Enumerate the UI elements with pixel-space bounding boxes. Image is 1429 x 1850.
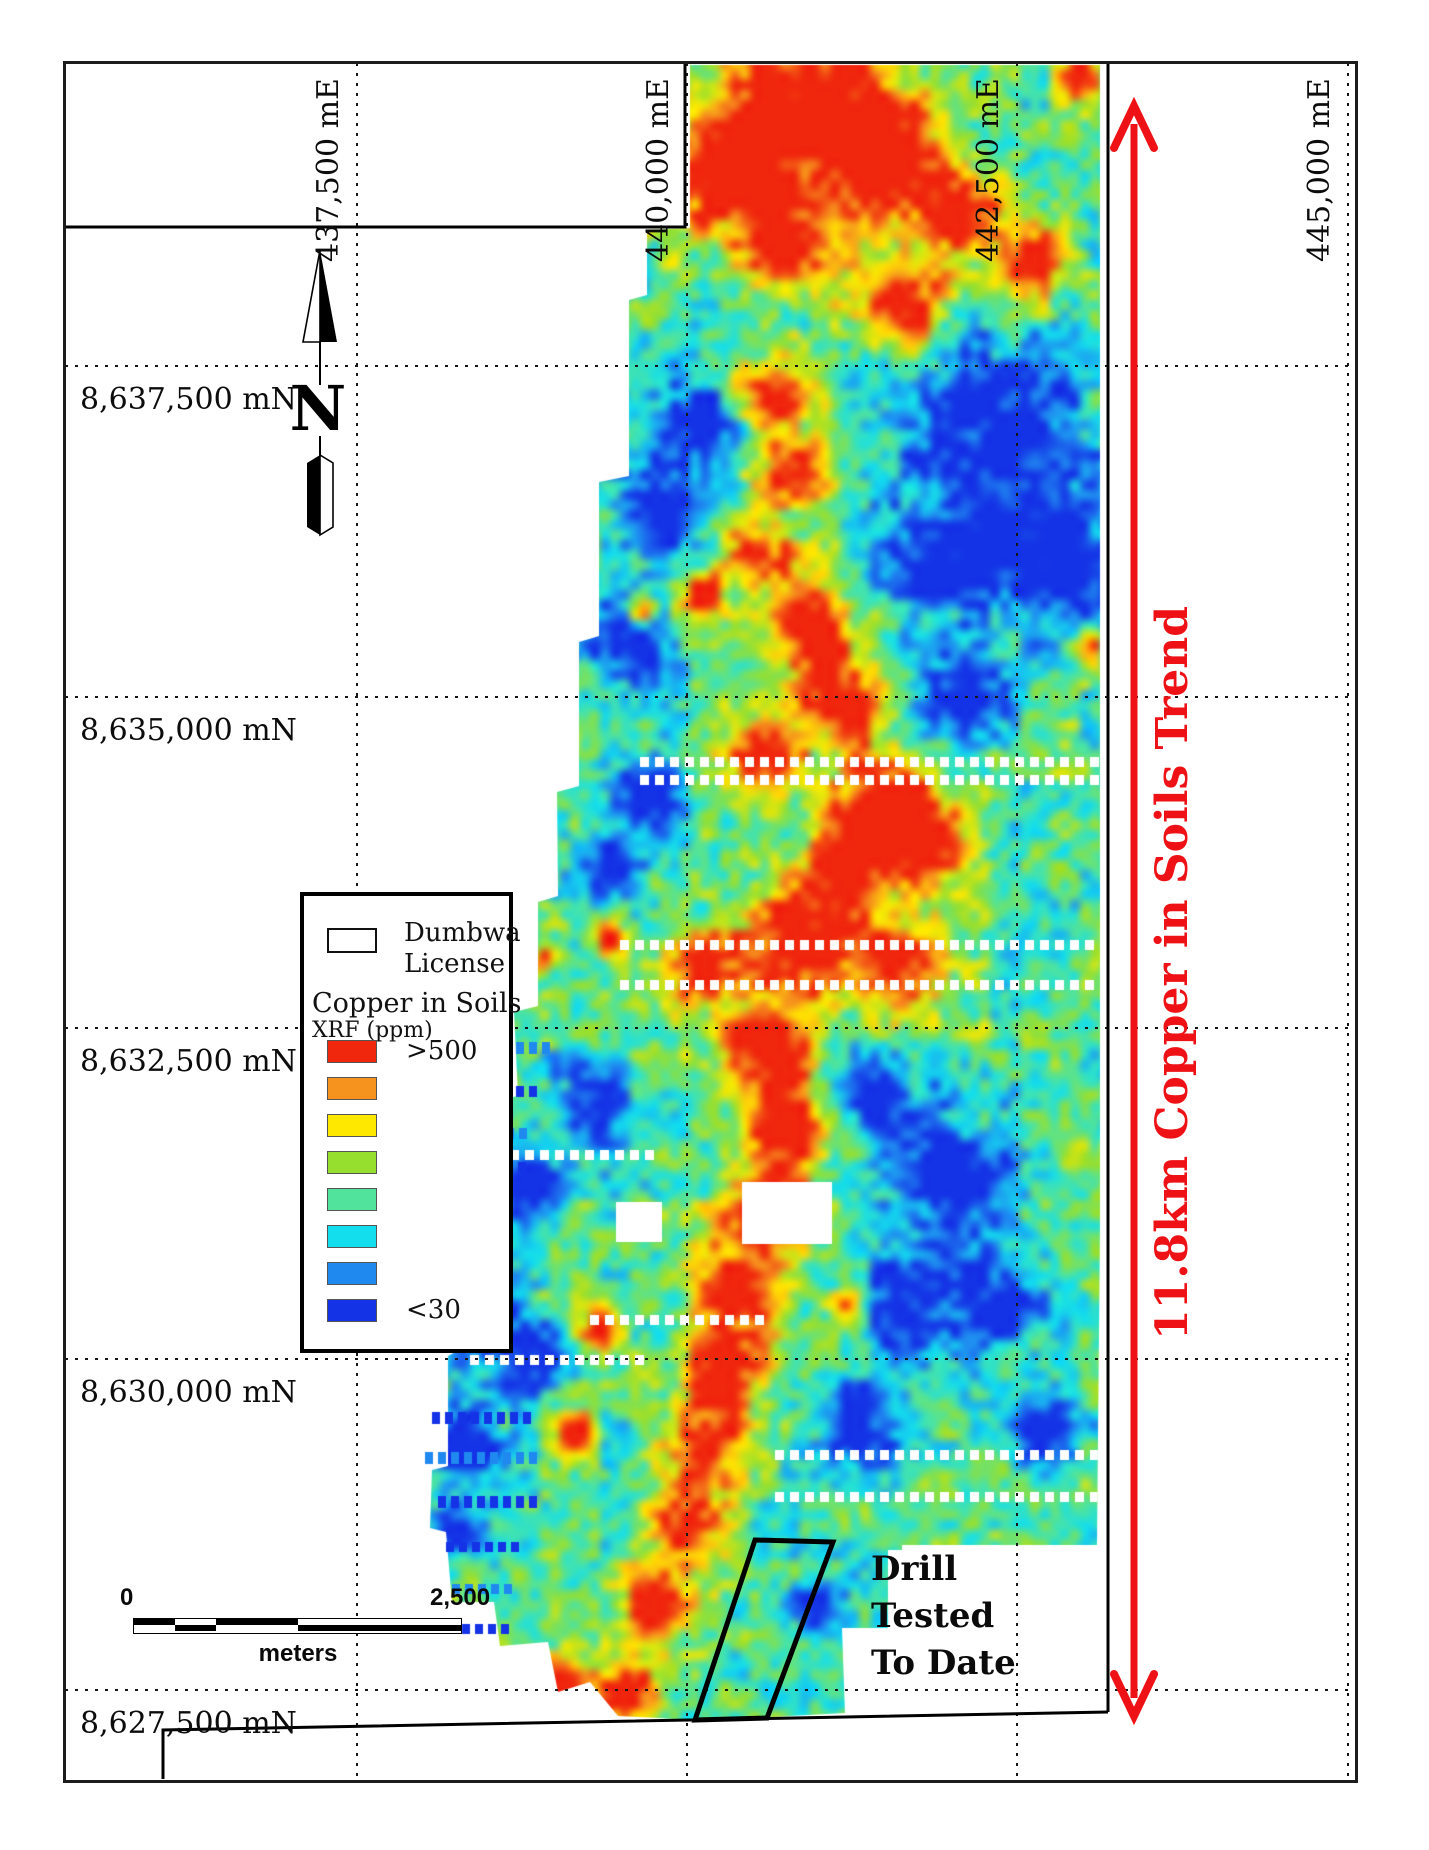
scale-bar-segment [174, 1625, 216, 1631]
legend-class-label-0: >500 [406, 1036, 478, 1066]
scale-bar-unit-label: meters [258, 1640, 338, 1667]
northing-label-8627500: 8,627,500 mN [80, 1706, 297, 1741]
easting-label-440000: 440,000 mE [641, 78, 676, 262]
legend-swatch-1 [327, 1077, 377, 1100]
legend-swatch-4 [327, 1188, 377, 1211]
north-arrow-fletch-right [319, 453, 334, 537]
trend-extent-arrow [1110, 96, 1158, 1726]
gridline-northing-0 [65, 365, 1355, 367]
scale-bar [133, 1618, 462, 1634]
trend-arrowhead-top [1110, 96, 1158, 152]
gridline-easting-2 [1016, 63, 1018, 1778]
license-boundary-south [161, 1710, 1109, 1779]
scale-bar-segment [215, 1619, 298, 1625]
gridline-northing-2 [65, 1027, 1355, 1029]
gridline-northing-4 [65, 1689, 1355, 1691]
northing-label-8630000: 8,630,000 mN [80, 1375, 297, 1410]
northing-label-8637500: 8,637,500 mN [80, 382, 297, 417]
gridline-easting-1 [686, 63, 688, 1778]
legend-class-label-7: <30 [406, 1295, 461, 1325]
legend-subtitle: XRF (ppm) [312, 1018, 433, 1043]
drill-tested-line1: Drill [871, 1549, 958, 1589]
scale-bar-start-label: 0 [120, 1584, 134, 1611]
legend-swatch-0 [327, 1040, 377, 1063]
license-label: Dumbwa License [404, 918, 521, 979]
legend-swatch-3 [327, 1151, 377, 1174]
scale-bar-segment [297, 1625, 461, 1631]
drill-tested-polygon [691, 1537, 837, 1723]
legend-swatch-6 [327, 1262, 377, 1285]
drill-tested-line3: To Date [871, 1643, 1016, 1683]
north-arrow-letter: N [290, 372, 347, 445]
trend-arrowhead-bottom [1110, 1670, 1158, 1726]
easting-label-442500: 442,500 mE [971, 78, 1006, 262]
drill-tested-line2: Tested [871, 1596, 995, 1636]
north-arrow-fletch-left [307, 455, 320, 535]
scale-bar-segment [215, 1625, 298, 1631]
easting-label-445000: 445,000 mE [1302, 78, 1337, 262]
gridline-northing-1 [65, 696, 1355, 698]
gridline-easting-3 [1347, 63, 1349, 1778]
easting-label-437500: 437,500 mE [311, 78, 346, 262]
northing-label-8632500: 8,632,500 mN [80, 1044, 297, 1079]
north-arrow-triangle-left [302, 249, 321, 343]
license-boundary-northwest [65, 63, 687, 229]
scale-bar-end-label: 2,500 [430, 1584, 491, 1611]
legend-swatch-2 [327, 1114, 377, 1137]
scale-bar-segment [134, 1625, 175, 1631]
legend-swatch-5 [327, 1225, 377, 1248]
north-arrow-triangle-right [320, 250, 337, 342]
legend-swatch-7 [327, 1299, 377, 1322]
gridline-northing-3 [65, 1358, 1355, 1360]
legend-title: Copper in Soils [312, 988, 522, 1019]
legend-box: Dumbwa License Copper in Soils XRF (ppm)… [300, 892, 521, 1353]
scale-bar-segment [297, 1619, 461, 1625]
north-arrow: N [290, 249, 347, 537]
license-swatch [327, 928, 377, 953]
trend-label: 11.8km Copper in Soils Trend [1147, 605, 1198, 1341]
scale-bar-segment [134, 1619, 175, 1625]
drill-tested-label: Drill Tested To Date [871, 1546, 1016, 1687]
scale-bar-segment [174, 1619, 216, 1625]
northing-label-8635000: 8,635,000 mN [80, 713, 297, 748]
